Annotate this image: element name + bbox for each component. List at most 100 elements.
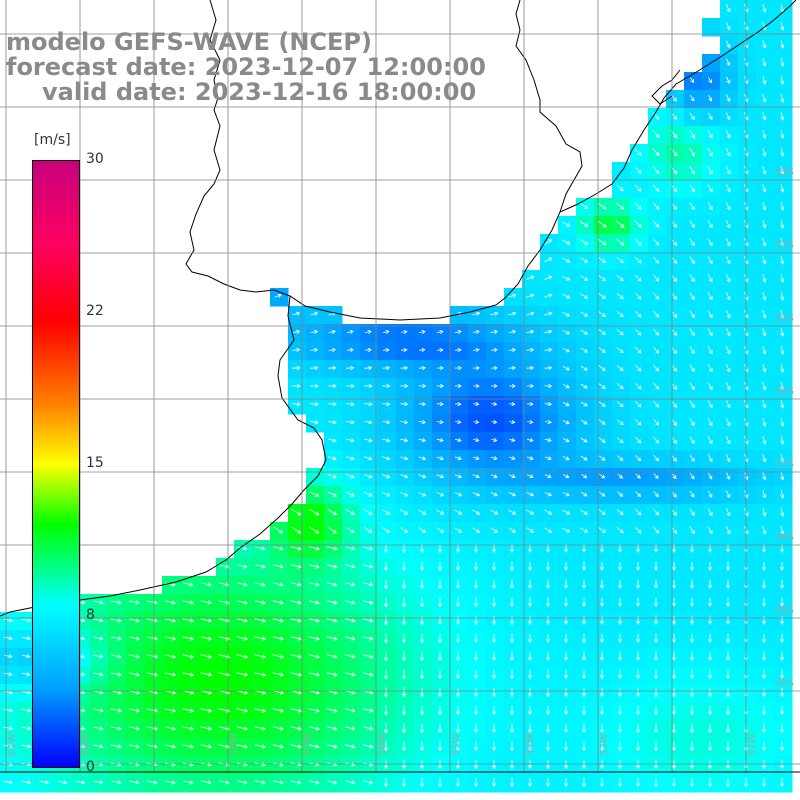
wind-cell [756,72,775,91]
wind-arrow [780,129,785,139]
wind-cell [666,756,685,775]
wind-arrow [581,473,588,479]
wind-cell [360,486,379,505]
wind-arrow [473,597,479,608]
wind-arrow [3,618,14,623]
wind-cell [198,684,217,703]
wind-cell [450,576,469,595]
wind-cell [486,774,505,793]
wind-arrow [509,705,515,716]
wind-cell [648,720,667,739]
wind-arrow [707,615,713,625]
wind-cell [378,738,397,757]
wind-arrow [634,418,642,426]
wind-cell [522,630,541,649]
wind-arrow [779,723,785,734]
wind-arrow [689,165,695,175]
wind-cell [414,738,433,757]
wind-cell [738,234,757,253]
wind-cell [324,396,343,415]
wind-cell [288,684,307,703]
wind-cell [234,576,253,595]
wind-arrow [236,654,249,659]
wind-cell [756,216,775,235]
wind-cell [648,684,667,703]
wind-arrow [364,329,372,335]
wind-arrow [581,633,587,643]
wind-cell [558,612,577,631]
wind-arrow [327,582,338,587]
wind-cell [630,756,649,775]
wind-cell [738,306,757,325]
wind-arrow [545,741,551,752]
wind-cell [684,738,703,757]
wind-arrow [472,509,481,515]
wind-arrow [544,365,553,371]
wind-cell [720,162,739,181]
wind-arrow [473,651,479,662]
wind-arrow [635,615,641,625]
wind-arrow [491,777,497,788]
wind-cell [558,414,577,433]
wind-cell [54,774,73,793]
wind-cell [378,594,397,613]
wind-arrow [544,474,552,479]
wind-cell [756,198,775,217]
wind-arrow [21,636,31,641]
wind-arrow [490,383,498,389]
wind-arrow [780,363,785,373]
wind-cell [630,630,649,649]
wind-arrow [21,744,32,749]
wind-arrow [490,329,499,334]
wind-arrow [255,582,266,587]
wind-cell [90,720,109,739]
lon-label: 54W [525,733,536,756]
wind-arrow [490,492,499,497]
wind-arrow [254,618,266,623]
wind-arrow [689,651,695,662]
wind-cell [522,720,541,739]
wind-arrow [708,94,713,102]
wind-arrow [490,311,499,316]
lat-label: 35S [774,313,794,324]
wind-arrow [653,705,659,716]
lat-label: 37S [774,459,794,470]
wind-cell [468,612,487,631]
wind-arrow [780,183,785,193]
wind-cell [432,486,451,505]
wind-arrow [490,456,498,461]
wind-cell [306,648,325,667]
wind-arrow [309,564,320,569]
wind-arrow [400,419,409,425]
wind-cell [684,630,703,649]
wind-arrow [780,399,785,409]
wind-arrow [527,419,534,425]
wind-cell [414,576,433,595]
wind-arrow [328,329,336,334]
wind-cell [720,126,739,145]
wind-cell [648,612,667,631]
wind-arrow [780,472,785,481]
wind-cell [342,720,361,739]
wind-cell [738,216,757,235]
brazil-coastline [559,0,797,213]
wind-cell [342,486,361,505]
wind-arrow [309,526,320,534]
wind-arrow [508,383,516,389]
wind-cell [306,486,325,505]
wind-arrow [689,633,695,643]
wind-arrow [762,129,767,139]
wind-arrow [455,651,461,662]
wind-cell [774,342,793,361]
wind-arrow [419,633,425,644]
wind-cell [702,630,721,649]
wind-arrow [254,600,266,605]
wind-arrow [345,726,356,731]
wind-cell [432,630,451,649]
wind-cell [756,450,775,469]
wind-cell [162,630,181,649]
wind-cell [702,252,721,271]
wind-arrow [363,564,374,569]
wind-arrow [290,726,302,731]
wind-arrow [579,239,589,245]
